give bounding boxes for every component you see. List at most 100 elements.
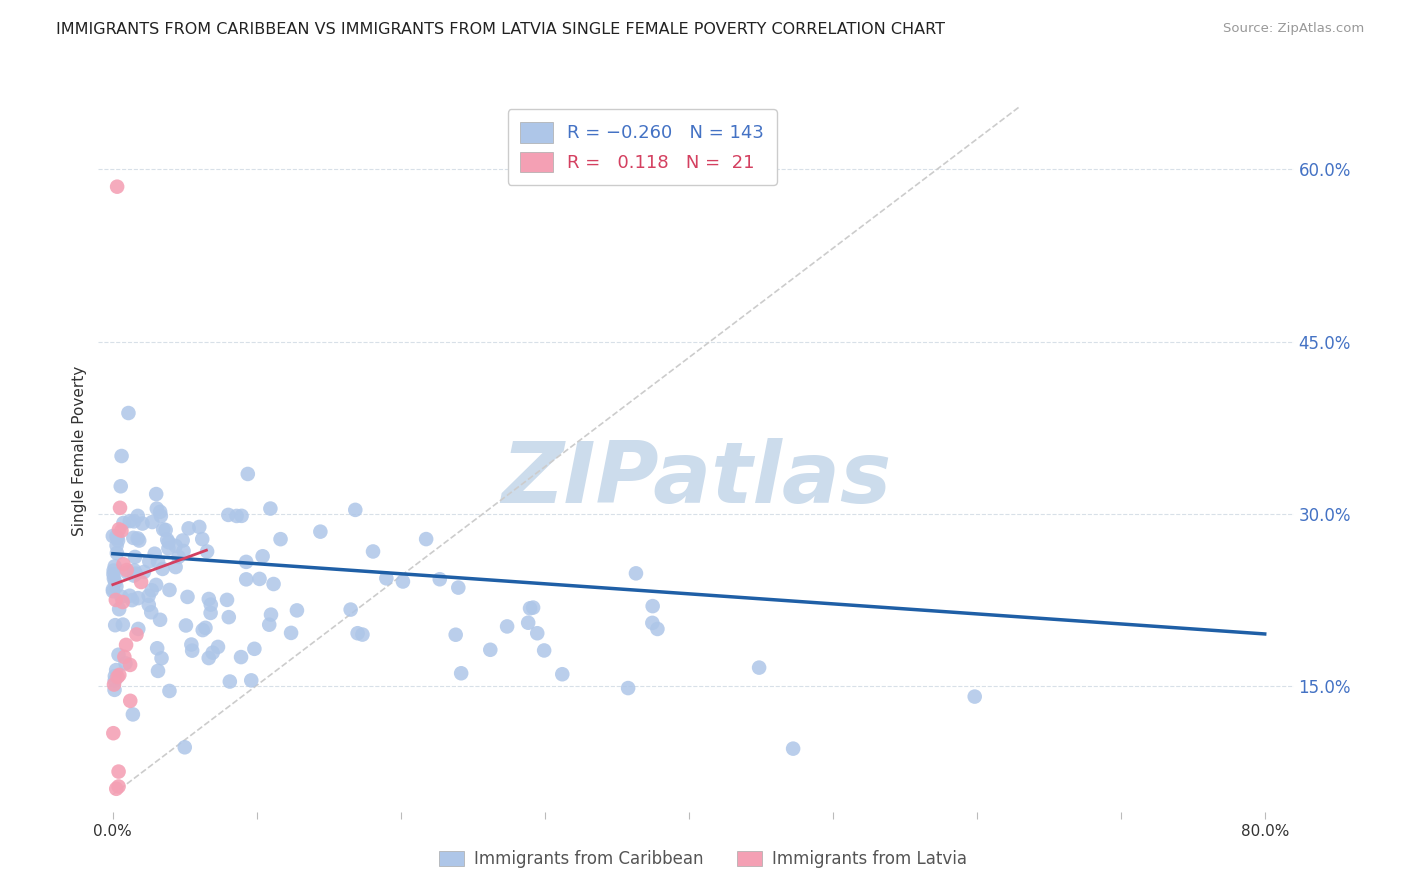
- Point: [415, 532, 437, 546]
- Point: [120, 694, 142, 708]
- Point: [108, 668, 131, 682]
- Point: [117, 406, 139, 420]
- Point: [198, 592, 221, 607]
- Point: [748, 660, 770, 674]
- Point: [105, 539, 128, 553]
- Point: [124, 549, 146, 564]
- Point: [257, 617, 280, 632]
- Point: [173, 544, 195, 558]
- Point: [129, 575, 152, 590]
- Text: IMMIGRANTS FROM CARIBBEAN VS IMMIGRANTS FROM LATVIA SINGLE FEMALE POVERTY CORREL: IMMIGRANTS FROM CARIBBEAN VS IMMIGRANTS …: [56, 22, 945, 37]
- Point: [122, 514, 145, 528]
- Point: [285, 603, 308, 617]
- Point: [107, 670, 129, 684]
- Point: [138, 598, 160, 612]
- Point: [229, 650, 252, 665]
- Point: [101, 529, 124, 543]
- Point: [152, 522, 174, 536]
- Point: [496, 619, 519, 633]
- Point: [522, 600, 544, 615]
- Point: [215, 593, 238, 607]
- Point: [526, 626, 548, 640]
- Point: [101, 584, 124, 599]
- Point: [173, 740, 195, 755]
- Point: [104, 673, 127, 688]
- Point: [447, 581, 470, 595]
- Point: [108, 522, 131, 536]
- Point: [117, 566, 139, 580]
- Legend: Immigrants from Caribbean, Immigrants from Latvia: Immigrants from Caribbean, Immigrants fr…: [433, 844, 973, 875]
- Point: [243, 641, 266, 656]
- Point: [121, 593, 143, 607]
- Point: [352, 627, 374, 641]
- Point: [103, 564, 125, 578]
- Point: [101, 582, 124, 597]
- Point: [149, 508, 172, 523]
- Point: [218, 674, 240, 689]
- Point: [157, 541, 180, 556]
- Point: [647, 622, 669, 636]
- Point: [107, 648, 129, 662]
- Point: [108, 602, 131, 616]
- Point: [141, 605, 163, 619]
- Point: [180, 638, 202, 652]
- Point: [103, 677, 125, 691]
- Point: [174, 618, 197, 632]
- Point: [201, 646, 224, 660]
- Point: [138, 589, 160, 603]
- Point: [392, 574, 415, 589]
- Point: [200, 598, 222, 612]
- Point: [156, 533, 179, 547]
- Point: [103, 682, 125, 697]
- Point: [120, 657, 142, 672]
- Point: [172, 533, 194, 548]
- Point: [103, 567, 125, 582]
- Legend: R = −0.260   N = 143, R =   0.118   N =  21: R = −0.260 N = 143, R = 0.118 N = 21: [508, 109, 776, 185]
- Point: [191, 623, 214, 637]
- Point: [104, 669, 127, 683]
- Point: [235, 572, 257, 586]
- Point: [191, 532, 214, 546]
- Point: [617, 681, 640, 695]
- Point: [104, 559, 127, 574]
- Point: [429, 572, 451, 586]
- Point: [149, 613, 172, 627]
- Y-axis label: Single Female Poverty: Single Female Poverty: [72, 366, 87, 535]
- Point: [641, 599, 664, 614]
- Point: [150, 651, 173, 665]
- Point: [103, 571, 125, 585]
- Point: [235, 555, 257, 569]
- Point: [159, 684, 181, 698]
- Point: [249, 572, 271, 586]
- Point: [167, 549, 190, 564]
- Point: [105, 579, 128, 593]
- Point: [165, 539, 187, 553]
- Point: [195, 544, 218, 558]
- Point: [128, 533, 150, 548]
- Point: [127, 622, 149, 636]
- Point: [270, 532, 292, 546]
- Point: [517, 615, 540, 630]
- Point: [138, 554, 160, 568]
- Point: [125, 627, 148, 641]
- Point: [146, 664, 169, 678]
- Point: [260, 607, 283, 622]
- Point: [361, 544, 384, 558]
- Point: [110, 479, 132, 493]
- Point: [141, 515, 163, 529]
- Point: [122, 531, 145, 545]
- Point: [122, 563, 145, 577]
- Point: [110, 524, 132, 538]
- Point: [127, 532, 149, 546]
- Point: [641, 615, 664, 630]
- Point: [188, 520, 211, 534]
- Point: [112, 516, 135, 530]
- Point: [143, 547, 166, 561]
- Point: [104, 574, 127, 589]
- Point: [122, 707, 145, 722]
- Point: [280, 626, 302, 640]
- Point: [146, 641, 169, 656]
- Point: [107, 780, 129, 794]
- Point: [782, 741, 804, 756]
- Point: [217, 508, 239, 522]
